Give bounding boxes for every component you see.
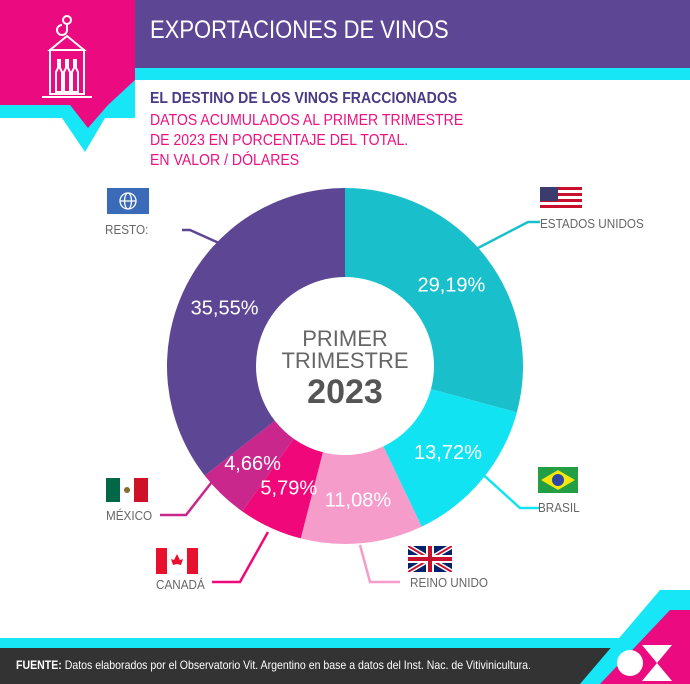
leader-rest xyxy=(182,228,231,250)
legend-label-rest: RESTO: xyxy=(105,222,149,237)
slice-m-xico xyxy=(204,420,294,512)
header-stripe xyxy=(0,68,690,80)
legend-label-mx: MÉXICO xyxy=(106,508,153,523)
center-label: PRIMER TRIMESTRE xyxy=(255,328,435,372)
legend-label-uk: REINO UNIDO xyxy=(410,575,489,590)
data-label: 35,55% xyxy=(191,297,259,319)
slice-canad xyxy=(242,438,323,539)
usa-flag-icon xyxy=(540,187,582,212)
wine-crate-icon xyxy=(0,0,135,152)
center-year: 2023 xyxy=(307,373,383,411)
data-label: 13,72% xyxy=(414,442,482,464)
chart-title: EL DESTINO DE LOS VINOS FRACCIONADOS xyxy=(150,90,458,107)
center-line2: TRIMESTRE xyxy=(281,348,409,373)
data-label: 11,08% xyxy=(325,489,392,511)
subtitle-line: EN VALOR / DÓLARES xyxy=(150,152,300,169)
footer-stripe xyxy=(0,638,690,648)
data-label: 5,79% xyxy=(260,478,317,500)
data-label: 4,66% xyxy=(224,453,281,475)
data-label: 29,19% xyxy=(417,275,485,297)
leader-mx xyxy=(160,477,216,517)
legend-label-ca: CANADÁ xyxy=(156,577,205,592)
subtitle-line: DE 2023 EN PORCENTAJE DEL TOTAL. xyxy=(150,132,409,149)
source-note: FUENTE: Datos elaborados por el Observat… xyxy=(16,658,531,672)
leader-uk xyxy=(358,544,400,584)
canada-flag-icon xyxy=(156,548,198,574)
legend-label-us: ESTADOS UNIDOS xyxy=(540,216,644,231)
slice-reino-unido xyxy=(300,446,422,544)
header-bar xyxy=(135,0,690,68)
slice-resto xyxy=(167,188,345,476)
slice-estados-unidos xyxy=(345,188,523,413)
slice-brasil xyxy=(383,389,517,527)
page-title: EXPORTACIONES DE VINOS xyxy=(150,16,449,44)
logo-icon xyxy=(580,590,690,684)
subtitle-line: DATOS ACUMULADOS AL PRIMER TRIMESTRE xyxy=(150,112,464,129)
brazil-flag-icon xyxy=(538,467,578,493)
mexico-flag-icon xyxy=(106,478,148,502)
legend-label-br: BRASIL xyxy=(538,500,580,515)
uk-flag-icon xyxy=(408,546,452,572)
globe-flag-icon xyxy=(107,188,149,214)
leader-br xyxy=(477,469,540,510)
center-line1: PRIMER xyxy=(302,326,388,351)
leader-ca xyxy=(212,531,270,584)
footer-bar xyxy=(0,648,690,684)
leader-us xyxy=(477,220,540,250)
